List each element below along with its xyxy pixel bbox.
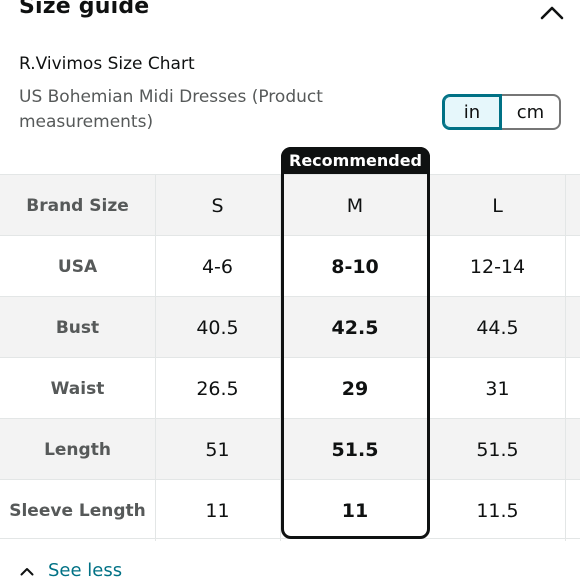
table-row: Sleeve Length 11 11 11.5	[0, 479, 580, 541]
cell-l: 44.5	[430, 297, 566, 358]
row-label: Waist	[0, 358, 156, 419]
recommended-badge: Recommended	[281, 147, 430, 174]
see-less-link[interactable]: See less	[20, 560, 122, 581]
chart-title: R.Vivimos Size Chart	[19, 54, 195, 74]
table-bottom-divider	[0, 538, 580, 539]
cell-s: 11	[155, 480, 281, 541]
see-less-label: See less	[48, 560, 123, 581]
chevron-up-small-icon	[20, 567, 34, 575]
cell-s: 26.5	[155, 358, 281, 419]
cell-m: 51.5	[331, 438, 379, 461]
row-label: Bust	[0, 297, 156, 358]
header-size-l: L	[430, 175, 566, 236]
cell-l: 51.5	[430, 419, 566, 480]
cell-m: 11	[341, 499, 369, 522]
page-title: Size guide	[19, 0, 150, 19]
cell-s: 51	[155, 419, 281, 480]
table-row: Bust 40.5 42.5 44.5	[0, 296, 580, 358]
header-size-m: M	[346, 194, 364, 217]
cell-s: 40.5	[155, 297, 281, 358]
cell-s: 4-6	[155, 236, 281, 297]
size-guide-header[interactable]: Size guide	[0, 0, 580, 32]
cell-l: 31	[430, 358, 566, 419]
row-label: Length	[0, 419, 156, 480]
header-size-s: S	[155, 175, 281, 236]
cell-m: 42.5	[331, 316, 379, 339]
unit-in-button[interactable]: in	[442, 94, 502, 130]
cell-l: 11.5	[430, 480, 566, 541]
table-row: Waist 26.5 29 31	[0, 357, 580, 419]
chevron-up-icon[interactable]	[539, 4, 565, 20]
cell-l: 12-14	[430, 236, 566, 297]
header-brand-size: Brand Size	[0, 175, 156, 236]
unit-toggle: in cm	[442, 94, 561, 130]
row-label: USA	[0, 236, 156, 297]
chart-subtitle: US Bohemian Midi Dresses (Product measur…	[19, 87, 323, 132]
cell-m: 8-10	[331, 255, 379, 278]
table-row: Length 51 51.5 51.5	[0, 418, 580, 480]
table-row: USA 4-6 8-10 12-14	[0, 235, 580, 297]
unit-cm-button[interactable]: cm	[502, 94, 561, 130]
row-label: Sleeve Length	[0, 480, 156, 541]
cell-m: 29	[341, 377, 369, 400]
table-header-row: Brand Size S M L	[0, 174, 580, 236]
